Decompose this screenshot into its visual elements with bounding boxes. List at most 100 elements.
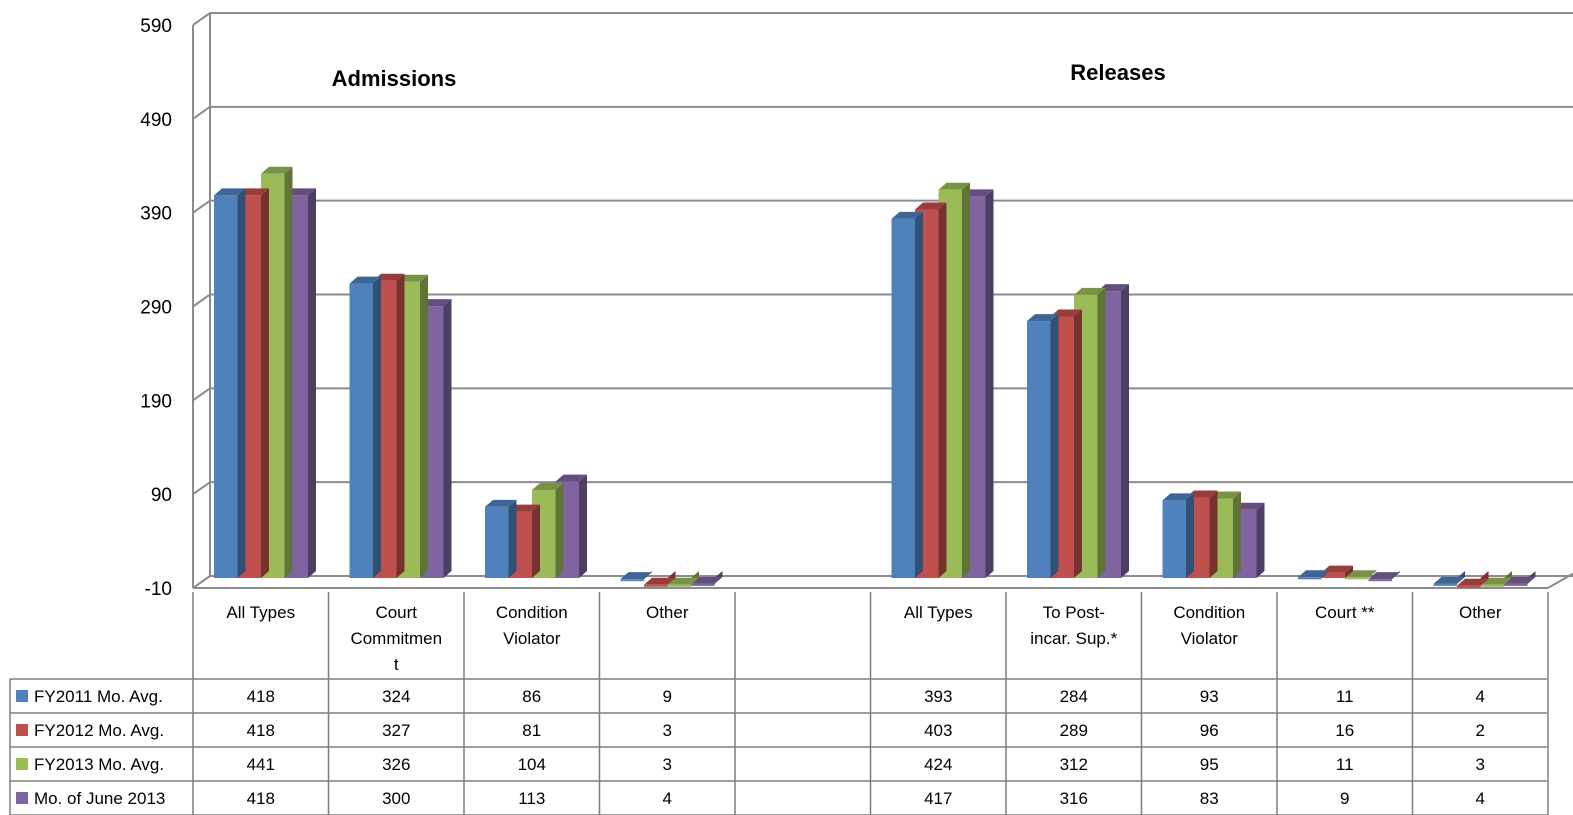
- table-cell: 424: [924, 755, 952, 774]
- category-label: Commitmen: [350, 629, 442, 648]
- category-label: Other: [646, 603, 689, 622]
- y-tick-label: -10: [145, 579, 172, 600]
- bar-top: [532, 483, 564, 491]
- bar-side: [1074, 309, 1082, 578]
- category-label: Violator: [1181, 629, 1239, 648]
- bar: [1480, 584, 1504, 587]
- category-label: All Types: [226, 603, 295, 622]
- table-cell: 3: [1476, 755, 1485, 774]
- y-tick-label: 390: [140, 204, 172, 225]
- table-cell: 11: [1336, 755, 1354, 774]
- bar-top: [261, 166, 293, 174]
- bar-top: [1298, 570, 1330, 578]
- bar: [667, 584, 691, 587]
- table-cell: 3: [663, 755, 672, 774]
- bar: [214, 195, 238, 579]
- table-cell: 104: [518, 755, 546, 774]
- y-tick-label: 290: [140, 298, 172, 319]
- table-cell: 418: [247, 721, 275, 740]
- category-label: Condition: [1173, 603, 1245, 622]
- bar-side: [308, 188, 316, 579]
- bar-top: [349, 276, 381, 284]
- gridline-depth: [192, 199, 211, 214]
- gridline-depth: [192, 293, 211, 308]
- bar-side: [284, 166, 293, 579]
- legend-swatch: [16, 724, 28, 736]
- bar-top: [667, 577, 699, 585]
- bar-side: [985, 189, 994, 578]
- table-cell: 327: [382, 721, 410, 740]
- category-label: Violator: [503, 629, 561, 648]
- table-cell: 300: [382, 789, 410, 808]
- bar: [1457, 585, 1481, 588]
- legend-swatch: [16, 792, 28, 804]
- bar-top: [691, 576, 723, 584]
- table-cell: 284: [1060, 687, 1088, 706]
- bar-side: [532, 504, 540, 578]
- bar: [620, 579, 644, 582]
- bar-side: [396, 273, 405, 578]
- section-title-admissions: Admissions: [332, 66, 457, 91]
- category-label: t: [394, 655, 399, 674]
- category-label: Court: [375, 603, 417, 622]
- bar-top: [1162, 493, 1194, 501]
- gridline-depth: [192, 12, 211, 26]
- bar-side: [1097, 287, 1106, 578]
- y-tick-label: 490: [140, 110, 172, 131]
- table-cell: 96: [1200, 721, 1219, 740]
- table-cell: 4: [1476, 687, 1485, 706]
- category-label: Court **: [1315, 603, 1375, 622]
- table-cell: 393: [924, 687, 952, 706]
- y-axis-ticks: 590 490 390 290 190 90 -10: [140, 16, 172, 600]
- table-cell: 2: [1476, 721, 1485, 740]
- bar-side: [373, 276, 381, 578]
- bar-top: [644, 577, 676, 585]
- bar-side: [1050, 314, 1059, 578]
- table-cell: 16: [1335, 721, 1354, 740]
- bar-top: [1368, 572, 1400, 580]
- table-cell: 403: [924, 721, 952, 740]
- bar-side: [237, 188, 246, 579]
- gridline-depth: [192, 481, 211, 495]
- bar-side: [508, 499, 517, 578]
- category-label: Other: [1459, 603, 1502, 622]
- legend-label: FY2011 Mo. Avg.: [34, 687, 163, 706]
- bar: [1162, 500, 1186, 578]
- bar: [1321, 572, 1345, 578]
- bar-top: [915, 202, 947, 210]
- category-label: Condition: [496, 603, 568, 622]
- bar: [1368, 579, 1392, 582]
- bar-side: [938, 202, 947, 579]
- bar-side: [579, 474, 587, 578]
- legend-label: Mo. of June 2013: [34, 789, 165, 808]
- table-cell: 417: [924, 789, 952, 808]
- bar-top: [1504, 576, 1536, 584]
- table-cell: 95: [1200, 755, 1219, 774]
- section-title-releases: Releases: [1070, 60, 1165, 85]
- bar: [1345, 577, 1369, 580]
- bar-top: [1433, 576, 1465, 584]
- gridline-depth: [192, 575, 211, 589]
- bar-side: [1368, 570, 1377, 578]
- table-cell: 83: [1200, 789, 1219, 808]
- table-cell: 418: [247, 687, 275, 706]
- bar-side: [962, 182, 970, 578]
- bar-side: [420, 274, 428, 578]
- table-cell: 326: [382, 755, 410, 774]
- category-label: All Types: [904, 603, 973, 622]
- table-cell: 324: [382, 687, 410, 706]
- table-cell: 4: [663, 789, 672, 808]
- bar: [349, 283, 373, 578]
- legend-swatch: [16, 690, 28, 702]
- table-cell: 4: [1476, 789, 1485, 808]
- bar-side: [555, 483, 564, 578]
- bar-top: [938, 182, 970, 190]
- bar: [1027, 321, 1051, 578]
- bar: [891, 218, 915, 578]
- legend-label: FY2013 Mo. Avg.: [34, 755, 164, 774]
- table-cell: 113: [518, 789, 545, 808]
- bar-top: [1074, 287, 1106, 295]
- bar-side: [1209, 490, 1218, 578]
- table-cell: 316: [1060, 789, 1088, 808]
- bar: [485, 506, 509, 578]
